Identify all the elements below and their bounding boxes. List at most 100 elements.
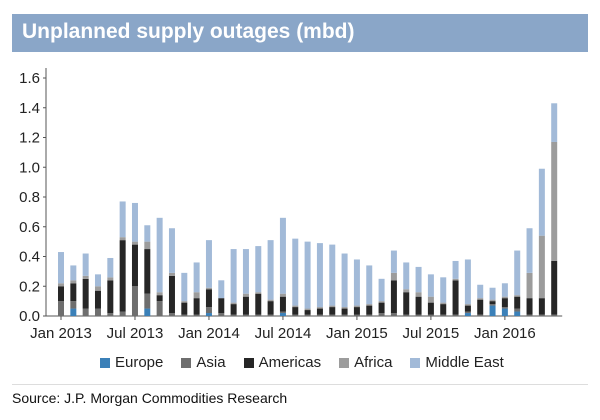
bar-segment-africa — [205, 287, 212, 290]
legend-item: Europe — [100, 354, 163, 371]
bar-segment-middle-east — [304, 241, 311, 309]
legend-swatch — [243, 357, 254, 368]
bar-segment-middle-east — [144, 225, 151, 242]
bar-segment-asia — [501, 307, 508, 309]
bar-segment-middle-east — [353, 259, 360, 306]
bar-segment-africa — [427, 296, 434, 303]
bar-segment-asia — [514, 308, 521, 312]
bar-segment-middle-east — [267, 240, 274, 300]
bar-segment-americas — [538, 298, 545, 315]
bar-segment-africa — [538, 235, 545, 299]
y-tick-label: 0.0 — [19, 308, 40, 325]
bar-segment-middle-east — [415, 266, 422, 293]
bar-segment-asia — [489, 304, 496, 306]
bar-segment-asia — [255, 314, 262, 316]
bar-segment-asia — [267, 314, 274, 316]
bar-segment-middle-east — [181, 272, 188, 302]
legend-swatch — [100, 357, 110, 368]
bar-segment-africa — [551, 141, 558, 261]
bar-segment-asia — [427, 314, 434, 316]
bar-segment-americas — [292, 307, 299, 315]
bar-segment-americas — [168, 275, 175, 314]
bar-segment-middle-east — [403, 262, 410, 290]
bar-segment-middle-east — [82, 253, 89, 276]
bar-segment-americas — [304, 310, 311, 315]
bar-segment-asia — [390, 313, 397, 316]
bar-segment-asia — [230, 314, 237, 316]
bar-segment-asia — [82, 308, 89, 316]
legend-label: Africa — [354, 354, 393, 371]
bar-segment-africa — [242, 293, 249, 297]
bar-segment-africa — [526, 272, 533, 299]
bar-segment-americas — [205, 289, 212, 308]
x-tick-label: Jul 2013 — [107, 325, 164, 342]
y-tick-label: 1.2 — [19, 130, 40, 147]
bar-segment-americas — [279, 296, 286, 312]
bar-segment-europe — [205, 313, 212, 316]
bar-segment-americas — [242, 296, 249, 315]
bar-segment-middle-east — [156, 217, 163, 293]
bar-segment-africa — [94, 286, 101, 291]
bar-segment-americas — [477, 299, 484, 315]
bar-segment-americas — [58, 286, 64, 302]
bar-segment-asia — [292, 314, 299, 316]
bar-segment-middle-east — [551, 103, 558, 142]
bar-segment-americas — [464, 305, 471, 312]
bar-segment-africa — [292, 305, 299, 308]
x-tick-label: Jan 2016 — [474, 325, 536, 342]
bar-segment-middle-east — [230, 249, 237, 303]
bar-segment-africa — [230, 302, 237, 305]
bar-segment-middle-east — [440, 277, 447, 303]
bar-segment-americas — [218, 298, 225, 314]
bar-segment-americas — [452, 280, 459, 315]
legend-item: Americas — [243, 354, 321, 371]
bar-segment-middle-east — [58, 252, 64, 284]
bar-segment-africa — [193, 292, 200, 299]
bar-segment-africa — [378, 301, 385, 303]
bar-segment-americas — [353, 307, 360, 315]
bar-segment-middle-east — [464, 259, 471, 305]
bar-segment-middle-east — [366, 265, 373, 305]
bar-segment-africa — [267, 299, 274, 302]
bar-segment-americas — [131, 244, 138, 287]
bar-segment-americas — [94, 290, 101, 309]
x-tick-label: Jan 2015 — [326, 325, 388, 342]
bar-segment-middle-east — [489, 287, 496, 300]
bar-segment-asia — [440, 314, 447, 316]
bar-segment-asia — [378, 313, 385, 316]
bar-segment-africa — [329, 305, 336, 308]
bar-segment-middle-east — [107, 257, 114, 278]
bar-segment-middle-east — [316, 243, 323, 308]
bar-segment-asia — [205, 307, 212, 314]
bar-segment-middle-east — [427, 274, 434, 297]
bar-segment-africa — [477, 298, 484, 300]
bar-segment-asia — [526, 314, 533, 316]
bar-segment-asia — [316, 314, 323, 316]
bar-segment-asia — [70, 301, 77, 309]
bar-segment-africa — [316, 307, 323, 309]
bar-segment-asia — [218, 313, 225, 316]
bar-segment-africa — [82, 275, 89, 279]
bar-segment-africa — [144, 241, 151, 250]
bar-segment-asia — [242, 314, 249, 316]
bar-segment-americas — [156, 295, 163, 302]
bar-segment-europe — [501, 308, 508, 316]
bar-segment-asia — [156, 301, 163, 316]
bar-segment-americas — [341, 308, 348, 315]
bar-segment-americas — [489, 301, 496, 305]
bar-segment-europe — [514, 311, 521, 316]
bar-segment-americas — [181, 302, 188, 315]
bar-segment-americas — [144, 249, 151, 294]
bar-segment-asia — [538, 314, 545, 316]
bar-segment-asia — [193, 314, 200, 316]
bar-segment-africa — [464, 304, 471, 306]
bar-segment-africa — [119, 237, 126, 241]
bar-segment-asia — [329, 314, 336, 316]
bar-segment-americas — [440, 304, 447, 315]
bar-segment-americas — [316, 308, 323, 315]
bar-segment-middle-east — [168, 228, 175, 273]
bar-segment-africa — [70, 280, 77, 284]
bar-segment-africa — [440, 302, 447, 305]
x-tick-label: Jul 2015 — [403, 325, 460, 342]
